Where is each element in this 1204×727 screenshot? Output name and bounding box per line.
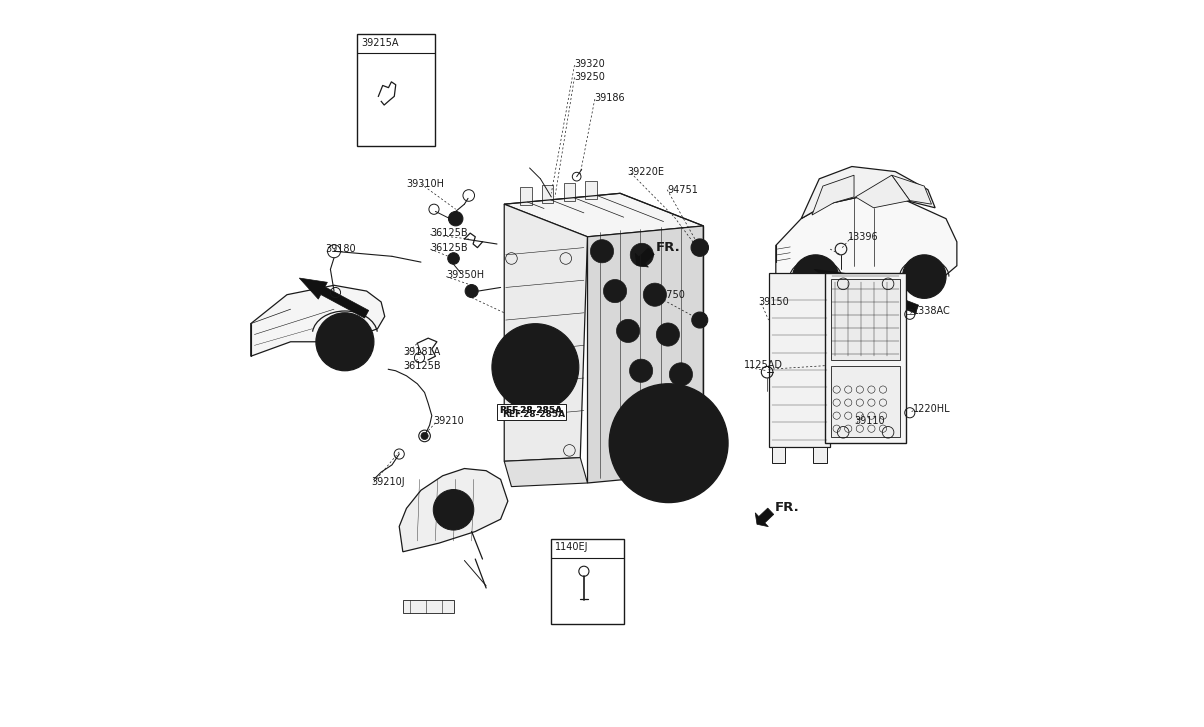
Circle shape [609, 384, 728, 502]
Circle shape [661, 436, 675, 450]
Circle shape [616, 319, 639, 342]
Text: 39215A: 39215A [361, 38, 399, 48]
Polygon shape [300, 278, 368, 318]
Circle shape [643, 283, 667, 306]
Circle shape [669, 363, 692, 386]
Bar [814, 447, 826, 462]
Circle shape [433, 489, 474, 530]
Circle shape [595, 244, 609, 259]
Bar [768, 273, 830, 447]
Bar [542, 185, 554, 203]
Text: 36125B: 36125B [430, 228, 468, 238]
Text: 39350H: 39350H [447, 270, 484, 280]
Text: 39150: 39150 [759, 297, 789, 307]
Polygon shape [801, 166, 936, 219]
Circle shape [648, 422, 690, 464]
Polygon shape [400, 468, 508, 552]
Text: FR.: FR. [774, 501, 799, 514]
Circle shape [465, 284, 478, 297]
Polygon shape [504, 204, 588, 461]
Text: 36125B: 36125B [403, 361, 441, 371]
Circle shape [661, 327, 675, 342]
Circle shape [656, 323, 679, 346]
Circle shape [692, 312, 708, 328]
Text: REF.28-285A: REF.28-285A [500, 406, 562, 415]
Circle shape [911, 264, 938, 289]
Bar [358, 34, 436, 146]
Polygon shape [250, 285, 385, 356]
Text: REF.28-285A: REF.28-285A [500, 406, 562, 415]
Text: 39210J: 39210J [372, 477, 406, 487]
Polygon shape [856, 175, 910, 208]
Text: 39180: 39180 [325, 244, 356, 254]
Bar [831, 278, 901, 360]
Text: 13396: 13396 [849, 232, 879, 242]
Circle shape [919, 270, 929, 282]
Text: 39310H: 39310H [407, 179, 444, 189]
Polygon shape [755, 508, 774, 526]
Circle shape [492, 324, 579, 411]
Text: 94751: 94751 [667, 185, 698, 195]
Polygon shape [775, 197, 957, 278]
Polygon shape [504, 458, 588, 486]
Text: 39181A: 39181A [403, 347, 441, 357]
Circle shape [337, 334, 352, 349]
Circle shape [674, 367, 689, 382]
Circle shape [621, 324, 636, 338]
Circle shape [635, 248, 649, 262]
Circle shape [608, 284, 622, 298]
Circle shape [630, 359, 653, 382]
Text: 39210: 39210 [433, 417, 464, 427]
Bar [772, 447, 785, 462]
Text: 39110: 39110 [855, 417, 885, 427]
Circle shape [792, 255, 839, 301]
Text: 1125AD: 1125AD [744, 360, 783, 370]
Text: 39250: 39250 [574, 72, 606, 81]
Bar [497, 404, 566, 420]
Bar [585, 180, 597, 198]
Circle shape [448, 253, 460, 265]
Text: 39320: 39320 [574, 60, 606, 69]
Bar [831, 366, 901, 438]
Polygon shape [814, 269, 919, 313]
Polygon shape [892, 175, 932, 204]
Circle shape [630, 244, 654, 267]
Bar [825, 273, 907, 443]
Circle shape [421, 433, 429, 440]
Circle shape [603, 279, 626, 302]
Bar [563, 182, 576, 201]
Text: 39220E: 39220E [627, 166, 665, 177]
Circle shape [442, 498, 465, 521]
Text: REF.28-285A: REF.28-285A [502, 410, 565, 419]
Text: 1220HL: 1220HL [914, 404, 951, 414]
Text: 94750: 94750 [654, 290, 685, 300]
Circle shape [903, 255, 946, 298]
Circle shape [627, 401, 710, 485]
Text: 1338AC: 1338AC [914, 306, 951, 316]
Text: FR.: FR. [656, 241, 680, 254]
Circle shape [590, 240, 614, 263]
Bar [551, 539, 624, 624]
Circle shape [810, 272, 821, 284]
Text: 36125B: 36125B [430, 243, 468, 252]
Circle shape [315, 313, 374, 371]
Text: 39186: 39186 [595, 93, 625, 103]
Polygon shape [504, 193, 703, 237]
Polygon shape [636, 248, 654, 267]
Polygon shape [811, 175, 854, 215]
Polygon shape [588, 226, 703, 483]
Circle shape [525, 356, 547, 378]
Bar [403, 601, 454, 614]
Bar [520, 187, 532, 205]
Circle shape [326, 324, 364, 360]
Circle shape [448, 212, 464, 226]
Text: 1140EJ: 1140EJ [555, 542, 589, 553]
Circle shape [508, 340, 563, 395]
Circle shape [691, 239, 708, 257]
Circle shape [803, 265, 828, 291]
Circle shape [648, 287, 662, 302]
Circle shape [633, 364, 648, 378]
